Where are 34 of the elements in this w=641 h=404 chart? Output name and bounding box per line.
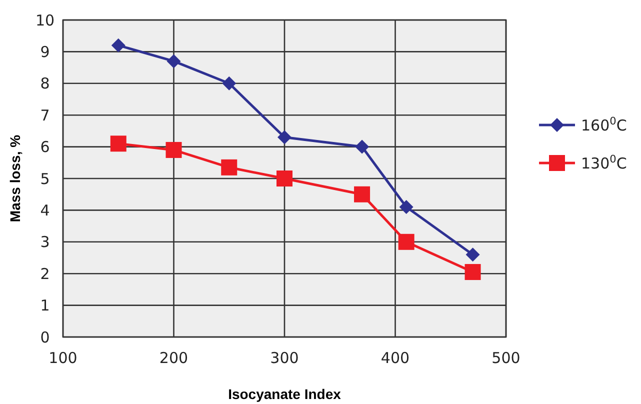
point: [278, 130, 292, 144]
y-tick-label: 9: [40, 42, 50, 61]
point: [110, 136, 126, 152]
x-tick-label: 100: [48, 349, 78, 367]
y-tick-label: 6: [40, 138, 50, 156]
x-tick-label: 500: [492, 349, 520, 367]
x-tick-label: 300: [270, 349, 299, 367]
legend-label: 160$^{0}$C: [581, 115, 627, 134]
point: [166, 54, 181, 68]
x-tick-label: 400: [380, 349, 410, 367]
point: [111, 38, 126, 52]
point: [466, 248, 480, 262]
point: [355, 140, 370, 154]
y-axis-title: Mass loss, %: [7, 134, 23, 222]
y-tick-label: 8: [40, 74, 50, 93]
point: [398, 234, 414, 250]
y-tick-label: 7: [40, 106, 50, 124]
legend-label: 130$^{0}$C: [581, 153, 627, 172]
point: [166, 142, 182, 158]
y-tick-label: 4: [40, 201, 50, 220]
point: [354, 186, 370, 202]
x-tick-label: 200: [159, 349, 188, 367]
y-tick-label: 10: [35, 11, 55, 30]
y-tick-label: 5: [40, 170, 50, 188]
point: [399, 200, 414, 214]
x-axis-title: Isocyanate Index: [228, 386, 342, 402]
y-tick-label: 0: [40, 328, 50, 346]
y-tick-label: 1: [40, 296, 50, 315]
y-tick-label: 3: [40, 233, 50, 252]
y-tick-label: 2: [40, 264, 50, 283]
point: [464, 264, 481, 280]
point: [221, 159, 238, 176]
point: [222, 76, 236, 90]
point: [276, 170, 292, 186]
